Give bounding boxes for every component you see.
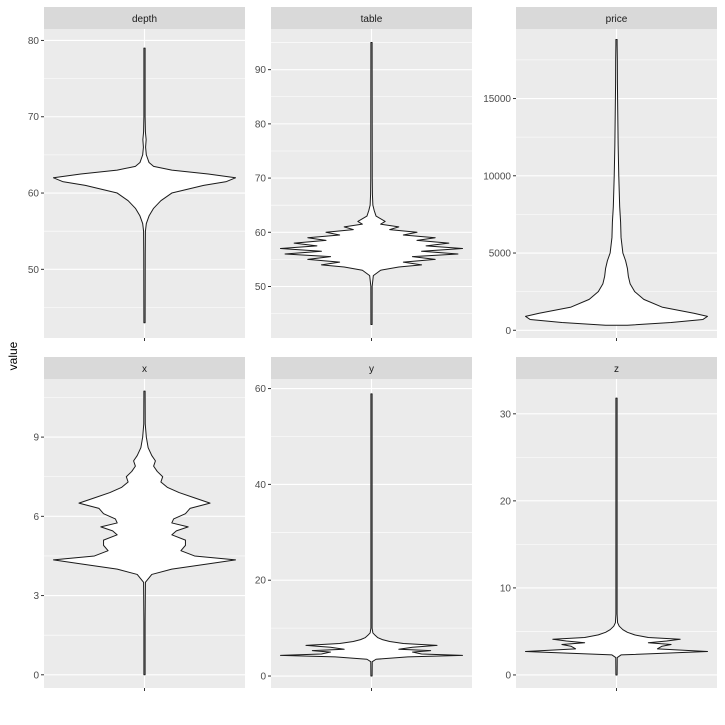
y-tick-label: 80 [255,119,267,130]
y-tick-label: 3 [33,591,39,602]
y-tick-label: 50 [255,282,267,293]
facet-strip-label: y [369,364,374,375]
y-tick-label: 10 [500,583,512,594]
y-tick-label: 20 [500,496,512,507]
y-tick-label: 60 [255,228,267,239]
facet-strip-label: price [606,14,628,25]
facet-strip [44,357,245,379]
violin-y [280,393,463,677]
facet-strip [516,7,717,29]
y-tick-label: 30 [500,409,512,420]
y-tick-label: 0 [505,326,511,337]
violin-x [53,390,236,676]
y-tick-label: 60 [255,384,267,395]
y-tick-label: 0 [260,672,266,683]
y-tick-label: 10000 [483,171,511,182]
facet-y: y 0 20 40 60 [255,357,472,691]
facet-strip-label: x [142,364,147,375]
y-tick-label: 40 [255,480,267,491]
y-tick-label: 70 [28,112,40,123]
facet-x: x 0 3 6 9 [33,357,245,691]
y-tick-label: 90 [255,65,267,76]
y-tick-label: 0 [505,670,511,681]
facet-strip [271,357,472,379]
y-tick-label: 5000 [489,249,512,260]
y-tick-label: 80 [28,36,40,47]
facet-table: table 50 60 70 80 90 [255,7,472,341]
violin-depth [53,47,236,324]
facet-depth: depth 50 60 70 80 [28,7,245,341]
y-tick-label: 20 [255,576,267,587]
facet-price: price 0 5000 10000 15000 [483,7,717,341]
facet-strip [516,357,717,379]
y-tick-label: 60 [28,189,40,200]
facet-strip [44,7,245,29]
violin-table [280,42,463,325]
y-tick-label: 0 [33,670,39,681]
facet-strip-label: table [361,14,383,25]
y-tick-label: 9 [33,433,39,444]
y-tick-label: 15000 [483,94,511,105]
y-tick-label: 6 [33,512,39,523]
facets-layer: depth50607080table5060708090price0500010… [28,7,717,691]
y-tick-label: 50 [28,265,40,276]
violin-z [525,397,708,676]
y-axis-label: value [6,341,20,370]
violin-price [525,38,708,326]
facet-strip [271,7,472,29]
y-tick-label: 70 [255,174,267,185]
facet-z: z 0 10 20 30 [500,357,717,691]
facet-strip-label: z [614,364,619,375]
facet-strip-label: depth [132,14,157,25]
